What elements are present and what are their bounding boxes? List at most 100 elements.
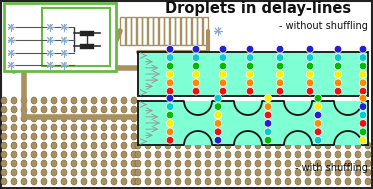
Ellipse shape (61, 106, 67, 113)
Ellipse shape (1, 106, 7, 113)
Circle shape (49, 39, 51, 41)
Circle shape (334, 71, 342, 78)
Ellipse shape (81, 160, 87, 167)
Ellipse shape (61, 133, 67, 140)
Circle shape (359, 87, 367, 95)
Ellipse shape (265, 142, 271, 149)
Ellipse shape (225, 160, 231, 167)
Ellipse shape (21, 178, 27, 185)
Circle shape (192, 79, 200, 87)
Ellipse shape (1, 169, 7, 176)
Ellipse shape (365, 142, 371, 149)
Ellipse shape (295, 142, 301, 149)
Ellipse shape (61, 178, 67, 185)
Ellipse shape (295, 169, 301, 176)
Ellipse shape (265, 169, 271, 176)
Ellipse shape (355, 160, 361, 167)
Ellipse shape (285, 178, 291, 185)
Ellipse shape (101, 160, 107, 167)
Ellipse shape (175, 169, 181, 176)
Circle shape (166, 62, 174, 70)
Ellipse shape (1, 124, 7, 131)
Ellipse shape (275, 142, 281, 149)
Ellipse shape (101, 124, 107, 131)
Ellipse shape (215, 142, 221, 149)
Ellipse shape (135, 178, 141, 185)
Ellipse shape (31, 178, 37, 185)
Bar (191, 17, 197, 45)
Circle shape (166, 120, 174, 127)
Ellipse shape (165, 169, 171, 176)
Ellipse shape (31, 142, 37, 149)
Ellipse shape (21, 160, 27, 167)
Ellipse shape (21, 106, 27, 113)
Circle shape (214, 94, 222, 102)
Bar (4, 3, 116, 71)
Ellipse shape (295, 178, 301, 185)
Bar (159, 17, 163, 45)
Ellipse shape (335, 178, 341, 185)
Ellipse shape (41, 142, 47, 149)
Circle shape (10, 39, 12, 41)
Circle shape (306, 79, 314, 87)
Bar (125, 17, 131, 45)
Ellipse shape (325, 151, 331, 158)
Ellipse shape (91, 142, 97, 149)
Ellipse shape (51, 133, 57, 140)
Ellipse shape (101, 97, 107, 104)
Circle shape (214, 120, 222, 127)
Ellipse shape (145, 142, 151, 149)
Ellipse shape (51, 178, 57, 185)
Ellipse shape (165, 151, 171, 158)
Circle shape (49, 52, 51, 54)
Ellipse shape (31, 160, 37, 167)
Circle shape (334, 79, 342, 87)
Ellipse shape (155, 151, 161, 158)
Circle shape (219, 71, 227, 78)
Ellipse shape (131, 178, 137, 185)
Ellipse shape (111, 97, 117, 104)
Circle shape (264, 94, 272, 102)
Ellipse shape (305, 160, 311, 167)
Ellipse shape (265, 151, 271, 158)
Ellipse shape (315, 160, 321, 167)
Ellipse shape (345, 178, 351, 185)
Ellipse shape (11, 151, 17, 158)
Ellipse shape (61, 151, 67, 158)
Circle shape (219, 87, 227, 95)
Ellipse shape (225, 178, 231, 185)
Ellipse shape (111, 106, 117, 113)
Ellipse shape (345, 142, 351, 149)
Ellipse shape (41, 178, 47, 185)
Ellipse shape (285, 160, 291, 167)
Ellipse shape (81, 178, 87, 185)
Ellipse shape (245, 169, 251, 176)
Ellipse shape (31, 151, 37, 158)
Ellipse shape (275, 178, 281, 185)
Ellipse shape (165, 178, 171, 185)
Circle shape (359, 71, 367, 78)
Text: Droplets in delay-lines: Droplets in delay-lines (165, 1, 351, 15)
Ellipse shape (61, 115, 67, 122)
Ellipse shape (101, 169, 107, 176)
Ellipse shape (41, 151, 47, 158)
Ellipse shape (215, 178, 221, 185)
Ellipse shape (121, 124, 127, 131)
Ellipse shape (131, 106, 137, 113)
Bar (153, 17, 158, 45)
Ellipse shape (195, 160, 201, 167)
Ellipse shape (1, 160, 7, 167)
Circle shape (166, 87, 174, 95)
Ellipse shape (21, 124, 27, 131)
Ellipse shape (91, 106, 97, 113)
Ellipse shape (131, 160, 137, 167)
Circle shape (246, 45, 254, 53)
Ellipse shape (255, 151, 261, 158)
Circle shape (306, 71, 314, 78)
Ellipse shape (1, 178, 7, 185)
Ellipse shape (11, 169, 17, 176)
Circle shape (10, 64, 12, 66)
Ellipse shape (195, 142, 201, 149)
Bar (80, 43, 94, 49)
Ellipse shape (355, 178, 361, 185)
